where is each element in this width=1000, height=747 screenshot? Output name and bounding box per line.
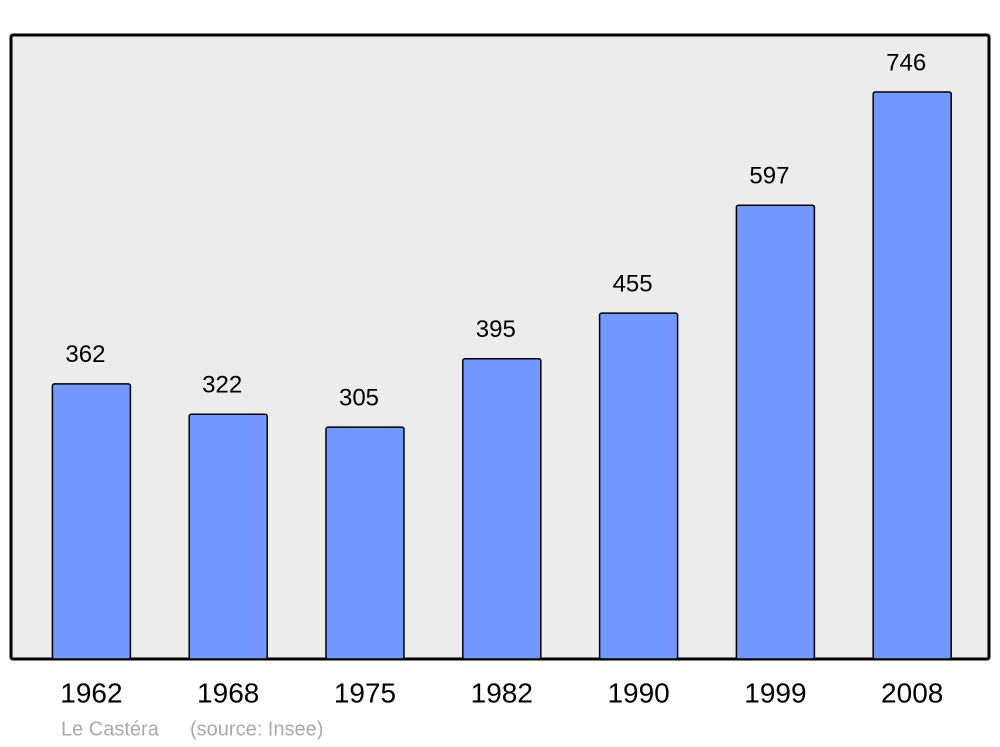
value-label: 746 xyxy=(886,49,926,76)
value-label: 597 xyxy=(749,163,789,190)
source-label: (source: Insee) xyxy=(190,718,323,740)
value-label: 395 xyxy=(476,316,516,343)
x-tick-label: 1962 xyxy=(60,677,122,708)
bar xyxy=(735,204,816,660)
x-tick-label: 1990 xyxy=(607,677,669,708)
x-tick-label: 1975 xyxy=(334,677,396,708)
bar xyxy=(598,312,679,660)
x-tick-label: 1999 xyxy=(744,677,806,708)
bar xyxy=(872,91,952,660)
bar xyxy=(51,383,132,660)
value-label: 305 xyxy=(339,385,379,412)
bar xyxy=(325,426,405,660)
value-label: 362 xyxy=(65,341,105,368)
x-tick-label: 1968 xyxy=(197,677,259,708)
value-label: 322 xyxy=(202,372,242,399)
x-tick-label: 2008 xyxy=(881,677,943,708)
place-label: Le Castéra xyxy=(61,718,160,740)
x-tick-label: 1982 xyxy=(471,677,533,708)
bar xyxy=(188,413,268,660)
bar xyxy=(462,358,542,660)
value-label: 455 xyxy=(613,271,653,298)
